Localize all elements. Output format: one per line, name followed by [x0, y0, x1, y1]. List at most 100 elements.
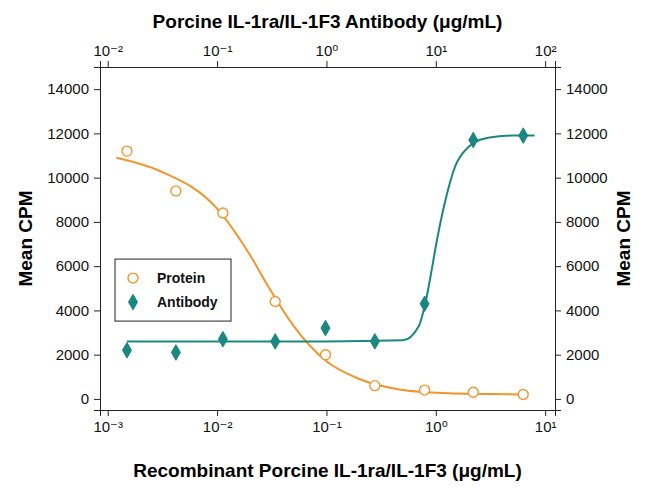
- tick-mark: [326, 410, 327, 416]
- data-point: [320, 350, 330, 360]
- tick-label: 10⁻²: [93, 42, 123, 59]
- tick-mark: [108, 410, 109, 416]
- tick-label: 10⁻²: [203, 418, 233, 435]
- tick-mark: [555, 310, 561, 311]
- tick: 14000: [47, 80, 100, 97]
- axis-line: [94, 68, 101, 411]
- tick: 6000: [56, 257, 100, 274]
- legend-label: Protein: [157, 270, 205, 286]
- tick-label: 12000: [566, 125, 608, 142]
- tick: 10⁰: [316, 42, 339, 67]
- data-point: [420, 385, 430, 395]
- data-point: [218, 331, 227, 347]
- tick: 12000: [47, 125, 100, 142]
- tick-label: 8000: [56, 213, 89, 230]
- tick-mark: [555, 178, 561, 179]
- tick: 10⁰: [425, 410, 448, 435]
- tick-mark: [94, 355, 100, 356]
- tick-mark: [555, 133, 561, 134]
- y-axis-title: Mean CPM: [15, 190, 36, 286]
- tick-label: 10⁰: [425, 418, 448, 435]
- x-axis: 10⁻³ 10⁻² 10⁻¹ 10⁰ 10¹: [93, 410, 556, 435]
- tick-mark: [94, 89, 100, 90]
- tick: 10⁻¹: [312, 410, 342, 435]
- tick: 10¹: [535, 410, 557, 435]
- tick: 8000: [555, 213, 599, 230]
- tick: 0: [81, 390, 100, 407]
- axis-line: [556, 68, 562, 411]
- tick-label: 10⁻¹: [203, 42, 233, 59]
- tick: 2000: [555, 346, 599, 363]
- data-point: [321, 320, 330, 336]
- data-point: [519, 128, 528, 144]
- legend-marker: [129, 294, 138, 310]
- tick-label: 6000: [56, 257, 89, 274]
- chart: 10⁻³ 10⁻² 10⁻¹ 10⁰ 10¹ 10⁻² 10⁻¹ 10⁰ 10¹ 10² 0 2000…: [0, 0, 650, 491]
- tick-label: 2000: [56, 346, 89, 363]
- fit-line: [116, 158, 523, 395]
- data-point: [122, 146, 132, 156]
- data-point: [122, 342, 131, 358]
- tick: 10⁻²: [203, 410, 233, 435]
- tick: 10¹: [425, 42, 447, 67]
- data-point: [518, 390, 528, 400]
- tick: 2000: [56, 346, 100, 363]
- data-point: [270, 297, 280, 307]
- legend-marker: [128, 273, 138, 283]
- tick-label: 14000: [47, 80, 89, 97]
- tick-label: 14000: [566, 80, 608, 97]
- tick: 14000: [555, 80, 608, 97]
- tick: 10⁻³: [93, 410, 123, 435]
- tick-label: 8000: [566, 213, 599, 230]
- data-point: [370, 334, 379, 350]
- tick-mark: [326, 61, 327, 67]
- tick: 8000: [56, 213, 100, 230]
- tick-mark: [555, 266, 561, 267]
- axis-line: [101, 61, 556, 68]
- tick-mark: [94, 222, 100, 223]
- data-point: [171, 345, 180, 361]
- tick-label: 10⁻³: [93, 418, 123, 435]
- tick-label: 10¹: [535, 418, 557, 435]
- tick: 10⁻¹: [203, 42, 233, 67]
- tick-label: 6000: [566, 257, 599, 274]
- legend: ProteinAntibody: [115, 259, 231, 321]
- tick: 10²: [535, 42, 557, 67]
- tick-mark: [94, 266, 100, 267]
- tick-label: 10000: [566, 169, 608, 186]
- tick-mark: [436, 410, 437, 416]
- data-point: [469, 132, 478, 148]
- y2-axis-title: Mean CPM: [613, 190, 634, 286]
- x-axis-title: Recombinant Porcine IL-1ra/IL-1F3 (μg/mL…: [133, 460, 522, 481]
- tick-mark: [545, 61, 546, 67]
- tick-mark: [94, 399, 100, 400]
- tick-mark: [555, 89, 561, 90]
- tick-label: 2000: [566, 346, 599, 363]
- tick: 10⁻²: [93, 42, 123, 67]
- tick-mark: [94, 178, 100, 179]
- y2-axis: 02000400060008000100001200014000: [555, 68, 608, 411]
- tick-label: 10⁻¹: [312, 418, 342, 435]
- tick-mark: [545, 410, 546, 416]
- data-point: [468, 387, 478, 397]
- tick: 4000: [56, 302, 100, 319]
- tick-label: 0: [566, 390, 574, 407]
- tick-mark: [94, 133, 100, 134]
- tick-mark: [94, 310, 100, 311]
- tick-label: 0: [81, 390, 89, 407]
- tick: 12000: [555, 125, 608, 142]
- tick-mark: [217, 410, 218, 416]
- data-point: [370, 381, 380, 391]
- tick-label: 12000: [47, 125, 89, 142]
- tick-label: 10²: [535, 42, 557, 59]
- data-point: [420, 296, 429, 312]
- tick-label: 10¹: [425, 42, 447, 59]
- tick-mark: [217, 61, 218, 67]
- tick-label: 10⁰: [316, 42, 339, 59]
- y-axis: 02000400060008000100001200014000: [47, 68, 100, 411]
- tick: 6000: [555, 257, 599, 274]
- axis-line: [101, 411, 556, 417]
- x2-axis-title: Porcine IL-1ra/IL-1F3 Antibody (μg/mL): [153, 11, 503, 32]
- tick-mark: [108, 61, 109, 67]
- tick-mark: [436, 61, 437, 67]
